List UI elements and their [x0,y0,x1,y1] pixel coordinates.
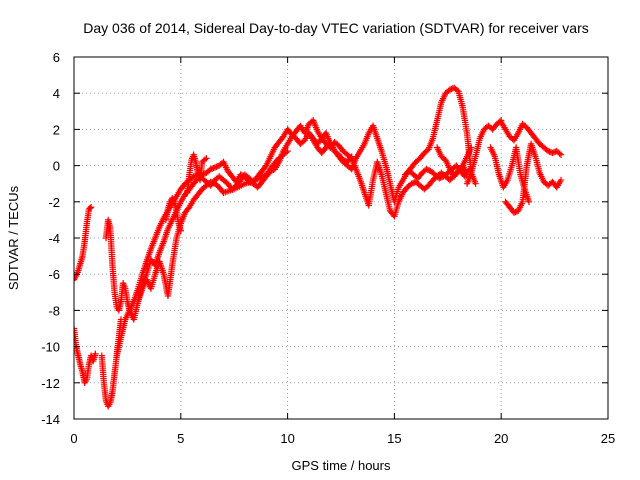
data-point [411,179,418,186]
data-point [557,151,565,158]
y-tick-label: -6 [48,267,60,282]
y-tick-label: -12 [41,376,60,391]
data-point [549,149,556,157]
x-tick-label: 0 [70,431,77,446]
chart-title: Day 036 of 2014, Sidereal Day-to-day VTE… [83,20,589,36]
data-point [210,164,217,172]
data-point [449,85,456,92]
y-tick-label: 4 [53,86,60,101]
y-tick-label: 0 [53,159,60,174]
data-point [544,147,552,155]
axis-ticks: 0 5 10 15 20 25 -14 -12 -10 -8 -6 -4 -2 0 2 4 6 [41,50,615,446]
series-late-1 [498,118,565,158]
data-point [510,209,518,216]
data-point [525,198,533,205]
data-point [86,204,94,212]
data-point [436,175,443,182]
y-tick-label: -2 [48,195,60,210]
y-axis-label: SDTVAR / TECUs [6,185,21,290]
series-early-dip [74,325,99,386]
data-point [557,176,565,184]
data-point [423,166,430,173]
x-tick-label: 5 [177,431,184,446]
y-tick-label: -4 [48,231,60,246]
data-point [92,350,99,358]
data-point [546,148,553,155]
data-point [87,204,95,211]
data-point [213,163,220,171]
series-late-3 [487,144,533,205]
y-tick-label: 6 [53,50,60,65]
series-loop-17 [433,144,471,180]
series-rise-c [134,147,291,305]
x-tick-label: 10 [280,431,294,446]
data-point [437,174,444,181]
series-spike-55 [184,151,210,196]
data-point [208,165,216,172]
data-point [282,149,290,156]
x-tick-label: 15 [387,431,401,446]
data-point [74,276,78,283]
data-point [201,156,209,163]
series-spike-4 [162,194,184,234]
data-point [408,180,415,187]
data-point [472,180,479,187]
data-point [207,166,214,173]
data-point [74,325,78,332]
y-tick-label: 2 [53,122,60,137]
data-point [556,150,563,157]
y-tick-label: -10 [41,340,60,355]
x-axis-label: GPS time / hours [292,458,391,473]
data-point [512,208,519,216]
y-tick-label: -8 [48,303,60,318]
data-point [177,227,184,234]
data-point [208,179,216,186]
data-series [74,84,565,410]
data-point [284,147,291,155]
data-point [203,155,210,162]
data-point [468,144,475,151]
y-tick-label: -14 [41,412,60,427]
x-tick-label: 25 [601,431,615,446]
series-early-spike [74,204,95,283]
data-point [207,178,214,186]
data-point [424,166,432,174]
series-rise-19 [463,117,505,187]
data-point [552,148,559,155]
data-point [211,164,219,171]
data-point [453,86,461,94]
data-point [446,86,454,93]
series-trough [98,316,125,410]
x-tick-label: 20 [494,431,508,446]
